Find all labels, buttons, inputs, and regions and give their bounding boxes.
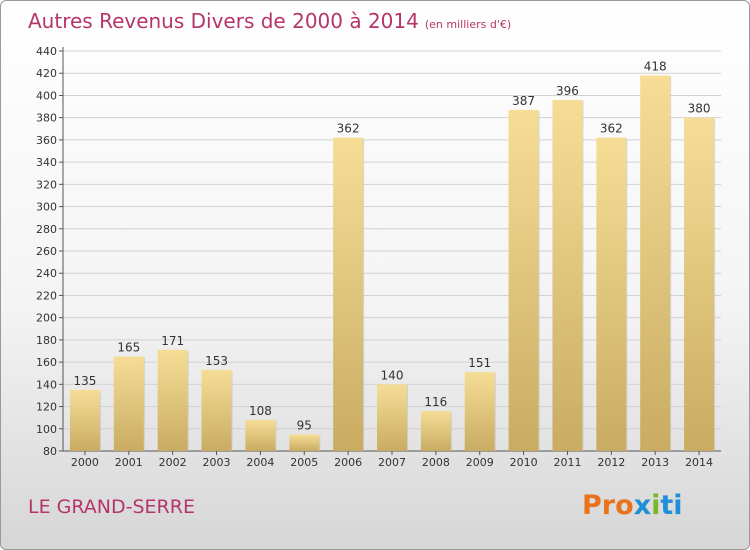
data-label-2013: 418 [644, 59, 667, 73]
x-tick-label-2002: 2002 [159, 456, 187, 469]
y-tick-label: 180 [36, 334, 57, 347]
data-label-2001: 165 [117, 341, 140, 355]
logo-letter: i [651, 490, 661, 521]
x-tick-label-2013: 2013 [641, 456, 669, 469]
y-tick-label: 140 [36, 378, 57, 391]
logo-letter: r [601, 490, 616, 521]
x-tick-label-2000: 2000 [71, 456, 99, 469]
y-tick-label: 360 [36, 134, 57, 147]
data-label-2003: 153 [205, 354, 228, 368]
bar-2012 [596, 137, 627, 451]
x-tick-label-2014: 2014 [685, 456, 713, 469]
bar-2011 [552, 99, 583, 451]
bar-2001 [113, 356, 144, 451]
y-tick-label: 260 [36, 245, 57, 258]
data-label-2006: 362 [337, 122, 360, 136]
bar-2007 [377, 384, 407, 451]
location-label: LE GRAND-SERRE [28, 496, 195, 518]
data-label-2005: 95 [297, 418, 312, 432]
y-tick-label: 80 [43, 445, 57, 458]
y-tick-label: 280 [36, 223, 57, 236]
x-tick-label-2008: 2008 [422, 456, 450, 469]
data-label-2009: 151 [468, 356, 491, 370]
data-label-2002: 171 [161, 334, 184, 348]
y-tick-label: 320 [36, 178, 57, 191]
x-tick-label-2009: 2009 [466, 456, 494, 469]
x-tick-label-2001: 2001 [115, 456, 143, 469]
bar-2013 [640, 75, 671, 451]
data-label-2011: 396 [556, 84, 579, 98]
logo-letter: x [633, 490, 652, 521]
logo-letter: t [660, 490, 674, 521]
y-tick-label: 400 [36, 89, 57, 102]
logo-letter: i [673, 490, 683, 521]
y-tick-label: 420 [36, 67, 57, 80]
x-tick-labels: 2000 2001 2002 2003 2004 2005 2006 2007 2008 2009… [71, 456, 713, 469]
y-tick-label: 240 [36, 267, 57, 280]
x-tick-label-2006: 2006 [334, 456, 362, 469]
chart-title: Autres Revenus Divers de 2000 à 2014 [28, 9, 419, 33]
chart-subtitle: (en milliers d'€) [424, 18, 512, 31]
y-tick-label: 300 [36, 201, 57, 214]
title-row: Autres Revenus Divers de 2000 à 2014 (en … [28, 9, 511, 33]
y-tick-label: 340 [36, 156, 57, 169]
y-tick-label: 200 [36, 312, 57, 325]
y-tick-labels: 80 100 120 140 160 180 200 220 240 260 280 300 320 34… [36, 45, 57, 458]
y-tick-label: 120 [36, 401, 57, 414]
bar-2009 [464, 372, 495, 451]
logo-letter: P [582, 490, 602, 521]
bar-2014 [684, 117, 715, 452]
data-labels: 135 165 171 153 108 95 362 140 116 151 387 396 362 41… [73, 59, 710, 432]
bar-2005 [289, 434, 320, 451]
bar-2003 [201, 369, 232, 451]
x-tick-label-2010: 2010 [510, 456, 538, 469]
y-tick-label: 440 [36, 45, 57, 58]
bar-2002 [157, 349, 188, 451]
bar-2004 [245, 419, 276, 451]
y-tick-label: 160 [36, 356, 57, 369]
data-label-2000: 135 [73, 374, 96, 388]
x-tick-label-2011: 2011 [553, 456, 581, 469]
bar-2006 [333, 137, 364, 451]
data-label-2004: 108 [249, 404, 272, 418]
x-tick-label-2003: 2003 [203, 456, 231, 469]
x-tick-label-2004: 2004 [246, 456, 274, 469]
y-tick-label: 220 [36, 289, 57, 302]
data-label-2012: 362 [600, 122, 623, 136]
bar-2008 [420, 411, 451, 451]
data-label-2008: 116 [424, 395, 447, 409]
y-tick-label: 100 [36, 423, 57, 436]
x-tick-label-2007: 2007 [378, 456, 406, 469]
x-tick-label-2005: 2005 [290, 456, 318, 469]
x-tick-label-2012: 2012 [597, 456, 625, 469]
data-label-2007: 140 [381, 368, 404, 382]
bars [69, 75, 716, 452]
data-label-2010: 387 [512, 94, 535, 108]
bar-2010 [508, 109, 539, 451]
logo-letter: o [615, 490, 634, 521]
y-tick-label: 380 [36, 112, 57, 125]
proxiti-logo: Proxiti [582, 490, 683, 521]
data-label-2014: 380 [688, 102, 711, 116]
bar-2000 [69, 389, 100, 451]
